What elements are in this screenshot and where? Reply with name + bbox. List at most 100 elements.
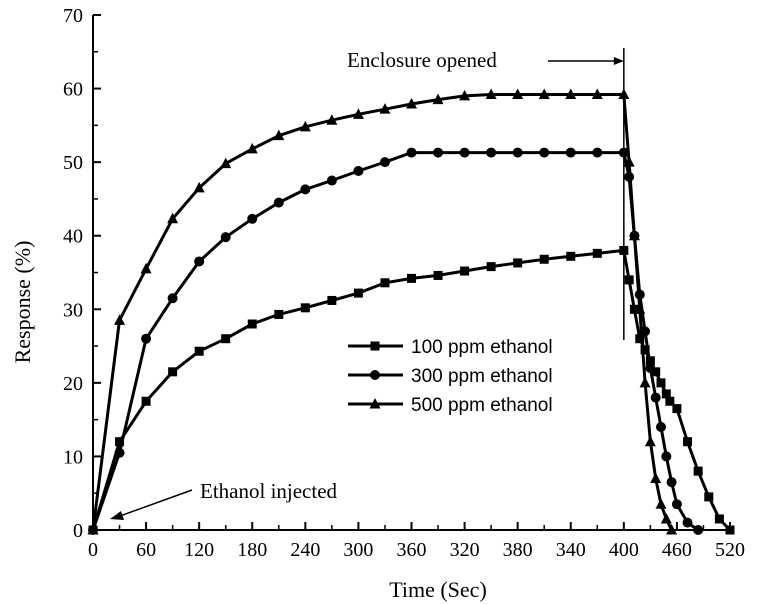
data-point-square — [624, 275, 634, 285]
x-tick-label: 520 — [715, 539, 745, 561]
x-axis-title: Time (Sec) — [389, 577, 487, 602]
data-point-triangle — [660, 512, 672, 524]
data-point-circle — [114, 447, 125, 458]
data-point-circle — [220, 232, 231, 243]
data-point-circle — [671, 499, 682, 510]
data-point-square — [714, 514, 724, 524]
data-point-triangle — [114, 314, 126, 325]
data-point-square — [661, 389, 671, 399]
data-point-square — [629, 304, 639, 314]
data-point-circle — [592, 147, 603, 158]
legend-marker-square — [370, 341, 380, 351]
injected-arrow — [119, 489, 193, 517]
legend-entry-3: 500 ppm ethanol — [348, 395, 553, 416]
series-line — [91, 248, 732, 532]
x-tick-label: 180 — [237, 539, 267, 561]
x-tick-label: 460 — [662, 539, 692, 561]
data-point-circle — [645, 363, 656, 374]
data-point-circle — [682, 517, 693, 528]
data-point-square — [683, 437, 693, 447]
data-point-square — [247, 319, 257, 329]
data-point-square — [380, 278, 390, 288]
data-point-square — [353, 288, 363, 298]
data-point-square — [300, 303, 310, 313]
data-point-square — [704, 492, 714, 502]
data-point-square — [672, 404, 682, 414]
legend-entry-2: 300 ppm ethanol — [348, 366, 553, 387]
x-tick-label: 0 — [88, 539, 98, 561]
legend-marker-triangle — [369, 398, 381, 409]
data-point-circle — [167, 293, 178, 304]
axes: 0 10 20 30 40 50 60 70 0 60 120 180 240 300 360 320 380 3… — [63, 5, 745, 561]
data-point-square — [194, 346, 204, 356]
y-axis-title: Response (%) — [10, 241, 35, 364]
data-point-triangle — [379, 103, 391, 114]
legend-marker-circle — [370, 370, 380, 380]
x-tick-label: 300 — [343, 539, 373, 561]
data-point-triangle — [591, 88, 603, 99]
y-tick-label: 30 — [63, 299, 83, 321]
data-point-square — [327, 295, 337, 305]
y-tick-label: 50 — [63, 152, 83, 174]
legend: 100 ppm ethanol 300 ppm ethanol 500 ppm et… — [348, 337, 553, 416]
data-point-triangle — [565, 88, 577, 99]
data-point-triangle — [246, 142, 258, 154]
x-tick-label: 320 — [450, 539, 480, 561]
data-point-circle — [326, 175, 337, 186]
data-point-circle — [406, 147, 417, 158]
y-tick-label: 40 — [63, 226, 83, 248]
x-tick-label: 340 — [556, 539, 586, 561]
data-point-triangle — [538, 88, 550, 99]
annotation-ethanol-injected: Ethanol injected — [200, 479, 338, 503]
data-point-square — [433, 270, 443, 280]
data-point-square — [665, 396, 675, 406]
data-point-square — [651, 367, 661, 377]
data-point-square — [513, 258, 523, 268]
y-tick-label: 10 — [63, 446, 83, 468]
data-point-circle — [661, 451, 672, 462]
data-point-square — [656, 378, 666, 388]
data-point-triangle — [193, 181, 205, 193]
data-point-circle — [433, 147, 444, 158]
x-tick-label: 380 — [503, 539, 533, 561]
series-line — [91, 151, 699, 532]
data-point-square — [221, 334, 231, 344]
y-tick-label: 70 — [63, 5, 83, 27]
data-point-triangle — [644, 435, 656, 447]
data-point-triangle — [140, 262, 152, 274]
data-point-triangle — [485, 88, 497, 99]
data-point-triangle — [352, 108, 364, 119]
data-point-triangle — [87, 524, 99, 535]
y-tick-label: 0 — [73, 520, 83, 542]
series-1 — [88, 245, 735, 535]
x-tick-label: 60 — [136, 539, 156, 561]
series-3 — [87, 88, 678, 535]
data-point-triangle — [326, 114, 338, 125]
annotation-enclosure-opened: Enclosure opened — [347, 48, 497, 72]
data-point-circle — [565, 147, 576, 158]
data-point-triangle — [512, 88, 524, 99]
data-point-circle — [379, 157, 390, 168]
data-point-square — [635, 334, 645, 344]
data-point-square — [141, 396, 151, 406]
data-point-square — [168, 367, 178, 377]
data-point-circle — [512, 147, 523, 158]
injected-arrow-head — [110, 511, 124, 520]
data-point-triangle — [273, 129, 285, 141]
x-tick-label: 400 — [609, 539, 639, 561]
legend-entry-1: 100 ppm ethanol — [348, 337, 553, 358]
data-point-square — [460, 266, 470, 276]
data-point-triangle — [167, 212, 179, 224]
data-point-circle — [486, 147, 497, 158]
data-point-triangle — [623, 156, 635, 167]
legend-label: 500 ppm ethanol — [411, 395, 553, 416]
legend-label: 100 ppm ethanol — [411, 337, 553, 358]
data-point-square — [640, 345, 650, 355]
data-point-circle — [300, 184, 311, 195]
data-point-square — [592, 248, 602, 258]
data-point-square — [693, 466, 703, 476]
data-point-triangle — [459, 89, 471, 101]
series-layer — [87, 88, 735, 535]
data-point-triangle — [666, 524, 678, 535]
data-point-circle — [353, 165, 364, 176]
